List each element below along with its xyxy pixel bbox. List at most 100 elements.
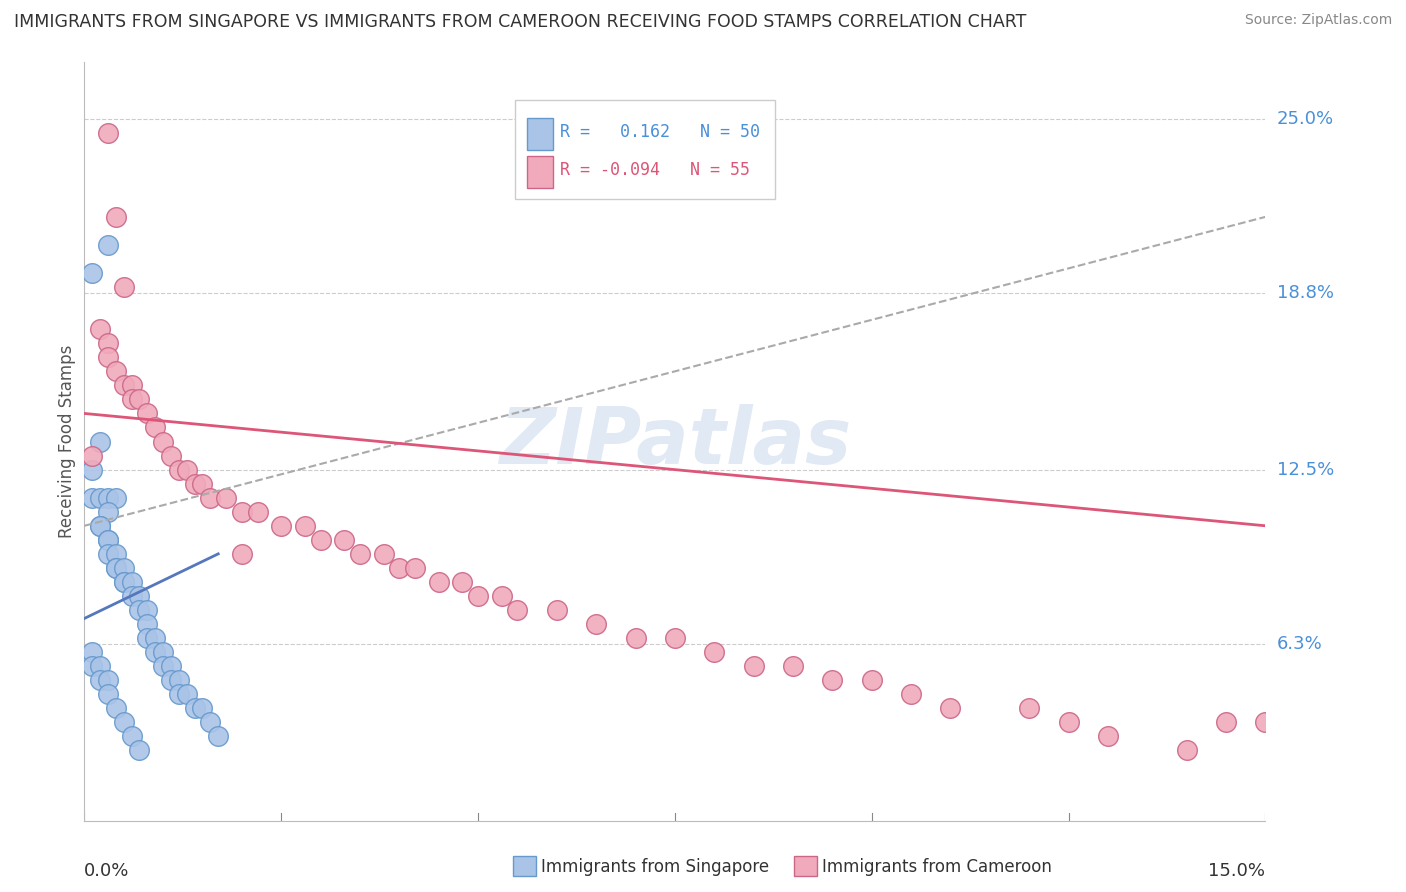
Point	[82, 266, 104, 280]
Text: R =   0.162   N = 50: R = 0.162 N = 50	[561, 123, 761, 141]
Point	[333, 533, 356, 547]
Point	[104, 547, 127, 561]
Point	[104, 561, 127, 575]
Point	[89, 491, 111, 505]
Point	[404, 561, 426, 575]
Text: 15.0%: 15.0%	[1208, 863, 1265, 880]
Point	[152, 659, 174, 673]
Point	[585, 617, 607, 632]
Point	[427, 574, 450, 589]
Point	[467, 589, 489, 603]
Point	[939, 701, 962, 715]
Text: 0.0%: 0.0%	[84, 863, 129, 880]
Text: 6.3%: 6.3%	[1277, 635, 1322, 653]
Point	[104, 491, 127, 505]
Point	[160, 673, 183, 688]
Point	[97, 505, 120, 519]
Point	[97, 673, 120, 688]
FancyBboxPatch shape	[527, 156, 553, 187]
Point	[128, 392, 150, 407]
Point	[176, 462, 198, 476]
Point	[860, 673, 883, 688]
Point	[143, 645, 166, 659]
Point	[82, 462, 104, 476]
Point	[97, 687, 120, 701]
Point	[160, 659, 183, 673]
Text: 18.8%: 18.8%	[1277, 284, 1333, 301]
Point	[546, 603, 568, 617]
Point	[1097, 730, 1119, 744]
Point	[82, 491, 104, 505]
Point	[231, 505, 253, 519]
Point	[451, 574, 474, 589]
Point	[121, 378, 143, 392]
Point	[89, 434, 111, 449]
Point	[97, 533, 120, 547]
Point	[191, 701, 214, 715]
Point	[104, 210, 127, 224]
Point	[782, 659, 804, 673]
Point	[89, 659, 111, 673]
Point	[143, 631, 166, 645]
Point	[1175, 743, 1198, 757]
Point	[136, 603, 159, 617]
Point	[152, 434, 174, 449]
Point	[82, 659, 104, 673]
Point	[900, 687, 922, 701]
Point	[270, 518, 292, 533]
Point	[176, 687, 198, 701]
Point	[97, 336, 120, 351]
Point	[1254, 715, 1277, 730]
Point	[97, 491, 120, 505]
Point	[309, 533, 332, 547]
Point	[121, 392, 143, 407]
Point	[246, 505, 269, 519]
Point	[136, 407, 159, 421]
Point	[128, 589, 150, 603]
Point	[89, 518, 111, 533]
Point	[200, 491, 222, 505]
Point	[215, 491, 238, 505]
Point	[97, 547, 120, 561]
Text: Immigrants from Singapore: Immigrants from Singapore	[520, 858, 769, 876]
Point	[121, 730, 143, 744]
Point	[97, 238, 120, 252]
Point	[128, 743, 150, 757]
Point	[104, 364, 127, 378]
Point	[167, 687, 190, 701]
Point	[349, 547, 371, 561]
Point	[97, 351, 120, 365]
Point	[121, 574, 143, 589]
Point	[143, 420, 166, 434]
Point	[821, 673, 844, 688]
Point	[294, 518, 316, 533]
Point	[231, 547, 253, 561]
Point	[82, 645, 104, 659]
Point	[97, 533, 120, 547]
Text: Source: ZipAtlas.com: Source: ZipAtlas.com	[1244, 13, 1392, 28]
Point	[200, 715, 222, 730]
Point	[82, 449, 104, 463]
Point	[89, 518, 111, 533]
Point	[136, 631, 159, 645]
Text: 25.0%: 25.0%	[1277, 110, 1334, 128]
Point	[152, 645, 174, 659]
Point	[1018, 701, 1040, 715]
Point	[373, 547, 395, 561]
Point	[97, 126, 120, 140]
Point	[191, 476, 214, 491]
Point	[89, 322, 111, 336]
Point	[112, 715, 135, 730]
Point	[112, 574, 135, 589]
Y-axis label: Receiving Food Stamps: Receiving Food Stamps	[58, 345, 76, 538]
Point	[121, 589, 143, 603]
FancyBboxPatch shape	[516, 101, 775, 199]
Point	[388, 561, 411, 575]
Point	[112, 280, 135, 294]
Point	[89, 673, 111, 688]
Point	[183, 701, 205, 715]
Point	[703, 645, 725, 659]
Point	[112, 378, 135, 392]
Text: 12.5%: 12.5%	[1277, 460, 1334, 479]
Point	[112, 574, 135, 589]
